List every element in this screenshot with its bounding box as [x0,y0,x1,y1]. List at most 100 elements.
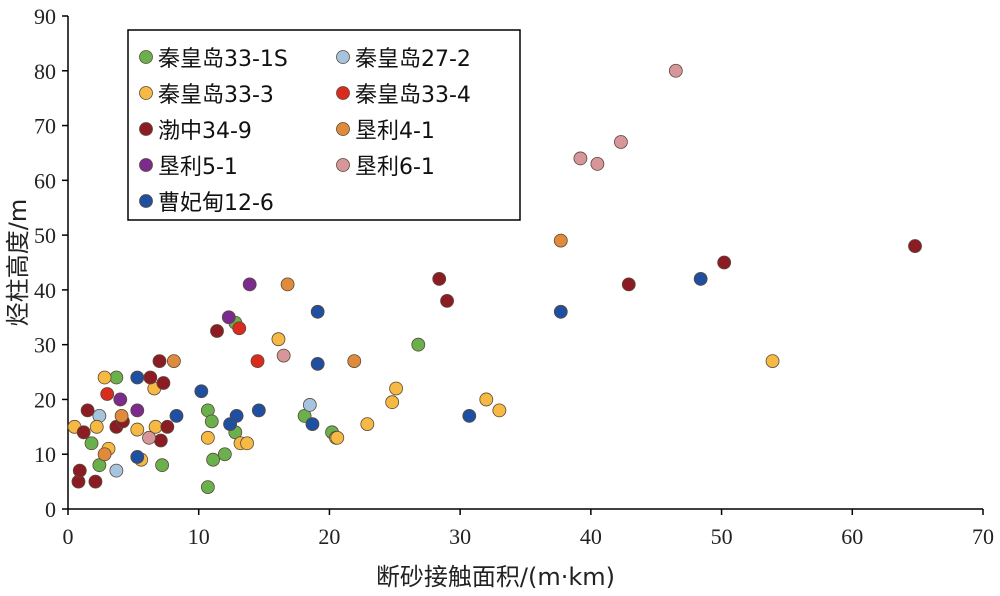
data-point [194,384,209,399]
data-point [76,425,91,440]
legend-marker [336,122,350,136]
legend-label: 垦利5-1 [158,155,238,180]
data-point [305,417,320,431]
data-point [229,408,244,423]
data-point [310,356,325,371]
legend-marker [139,86,153,100]
data-point [765,354,780,369]
legend-label: 垦利4-1 [355,119,435,144]
x-tick-label: 20 [318,524,340,549]
data-point [142,430,156,445]
legend-label: 垦利6-1 [355,155,435,180]
data-point [717,255,732,270]
data-point [250,354,265,369]
data-point [217,447,232,462]
data-point [280,277,295,292]
x-tick-label: 50 [711,524,733,549]
data-point [206,452,220,467]
x-tick-label: 0 [63,524,74,549]
data-point [389,381,403,396]
y-tick-label: 20 [34,387,56,412]
legend-marker [336,86,350,100]
data-point [614,135,628,149]
data-point [411,337,426,352]
data-point [109,370,124,385]
data-point [97,370,112,385]
data-point [385,395,400,410]
x-tick-label: 40 [580,524,602,549]
data-point [242,277,257,292]
y-tick-label: 70 [34,114,56,139]
data-point [169,408,184,423]
data-point [130,422,145,437]
y-tick-label: 0 [45,497,56,522]
data-point [310,304,325,319]
data-point [908,239,922,253]
x-tick-labels: 0 10 20 30 40 50 60 70 [63,524,995,549]
x-tick-label: 30 [449,524,471,549]
x-axis-title: 断砂接触面积/(m·km) [376,563,615,591]
data-point [360,417,375,431]
data-point [276,348,291,363]
y-tick-label: 80 [34,59,56,84]
data-point [80,403,95,418]
y-tick-label: 10 [34,442,56,467]
legend-marker [139,50,153,64]
data-point [200,480,215,494]
data-point [88,474,103,489]
legend-label: 秦皇岛33-4 [355,83,471,108]
y-tick-label: 30 [34,333,56,358]
data-point [156,376,171,390]
legend-label: 曹妃甸12-6 [158,191,274,216]
data-point [100,387,115,401]
data-point [113,392,128,407]
legend-label: 秦皇岛33-3 [158,83,274,108]
data-point [251,403,266,418]
data-point [160,419,175,434]
data-point [109,463,124,478]
data-point [84,436,99,451]
data-point [302,398,317,412]
legend: 秦皇岛33-1S 秦皇岛27-2 秦皇岛33-3 秦皇岛33-4 渤中34-9 垦利4-1… [127,29,521,221]
y-tick-label: 60 [34,168,56,193]
legend-marker [139,158,153,172]
data-point [232,321,247,336]
data-point [693,272,708,286]
x-tick-label: 10 [188,524,210,549]
legend-marker [139,194,153,208]
data-point [479,392,494,407]
data-point [221,310,236,325]
data-point [553,304,568,319]
y-tick-labels: 0 10 20 30 40 50 60 70 80 90 [34,4,56,522]
data-point [492,403,507,418]
data-point [155,458,170,473]
y-tick-label: 40 [34,278,56,303]
legend-label: 渤中34-9 [158,119,252,144]
data-point [72,463,87,478]
data-point [152,354,167,369]
x-tick-label: 60 [841,524,863,549]
data-point [590,156,605,171]
data-point [130,403,145,418]
data-point [621,277,636,292]
data-point [432,272,447,286]
y-tick-label: 50 [34,223,56,248]
data-point [440,293,454,308]
data-point [573,151,588,166]
legend-label: 秦皇岛27-2 [355,47,471,72]
legend-box [127,29,521,221]
data-point [553,233,568,248]
data-point [130,450,145,464]
data-point [204,414,219,429]
data-point [130,370,145,385]
data-point [200,430,215,445]
data-point [97,447,112,462]
data-points [67,63,922,494]
data-point [153,433,168,448]
y-axis-title: 烃柱高度/m [4,199,32,326]
data-point [347,354,362,369]
legend-marker [336,50,350,64]
legend-marker [336,158,350,172]
y-tick-label: 90 [34,4,56,29]
